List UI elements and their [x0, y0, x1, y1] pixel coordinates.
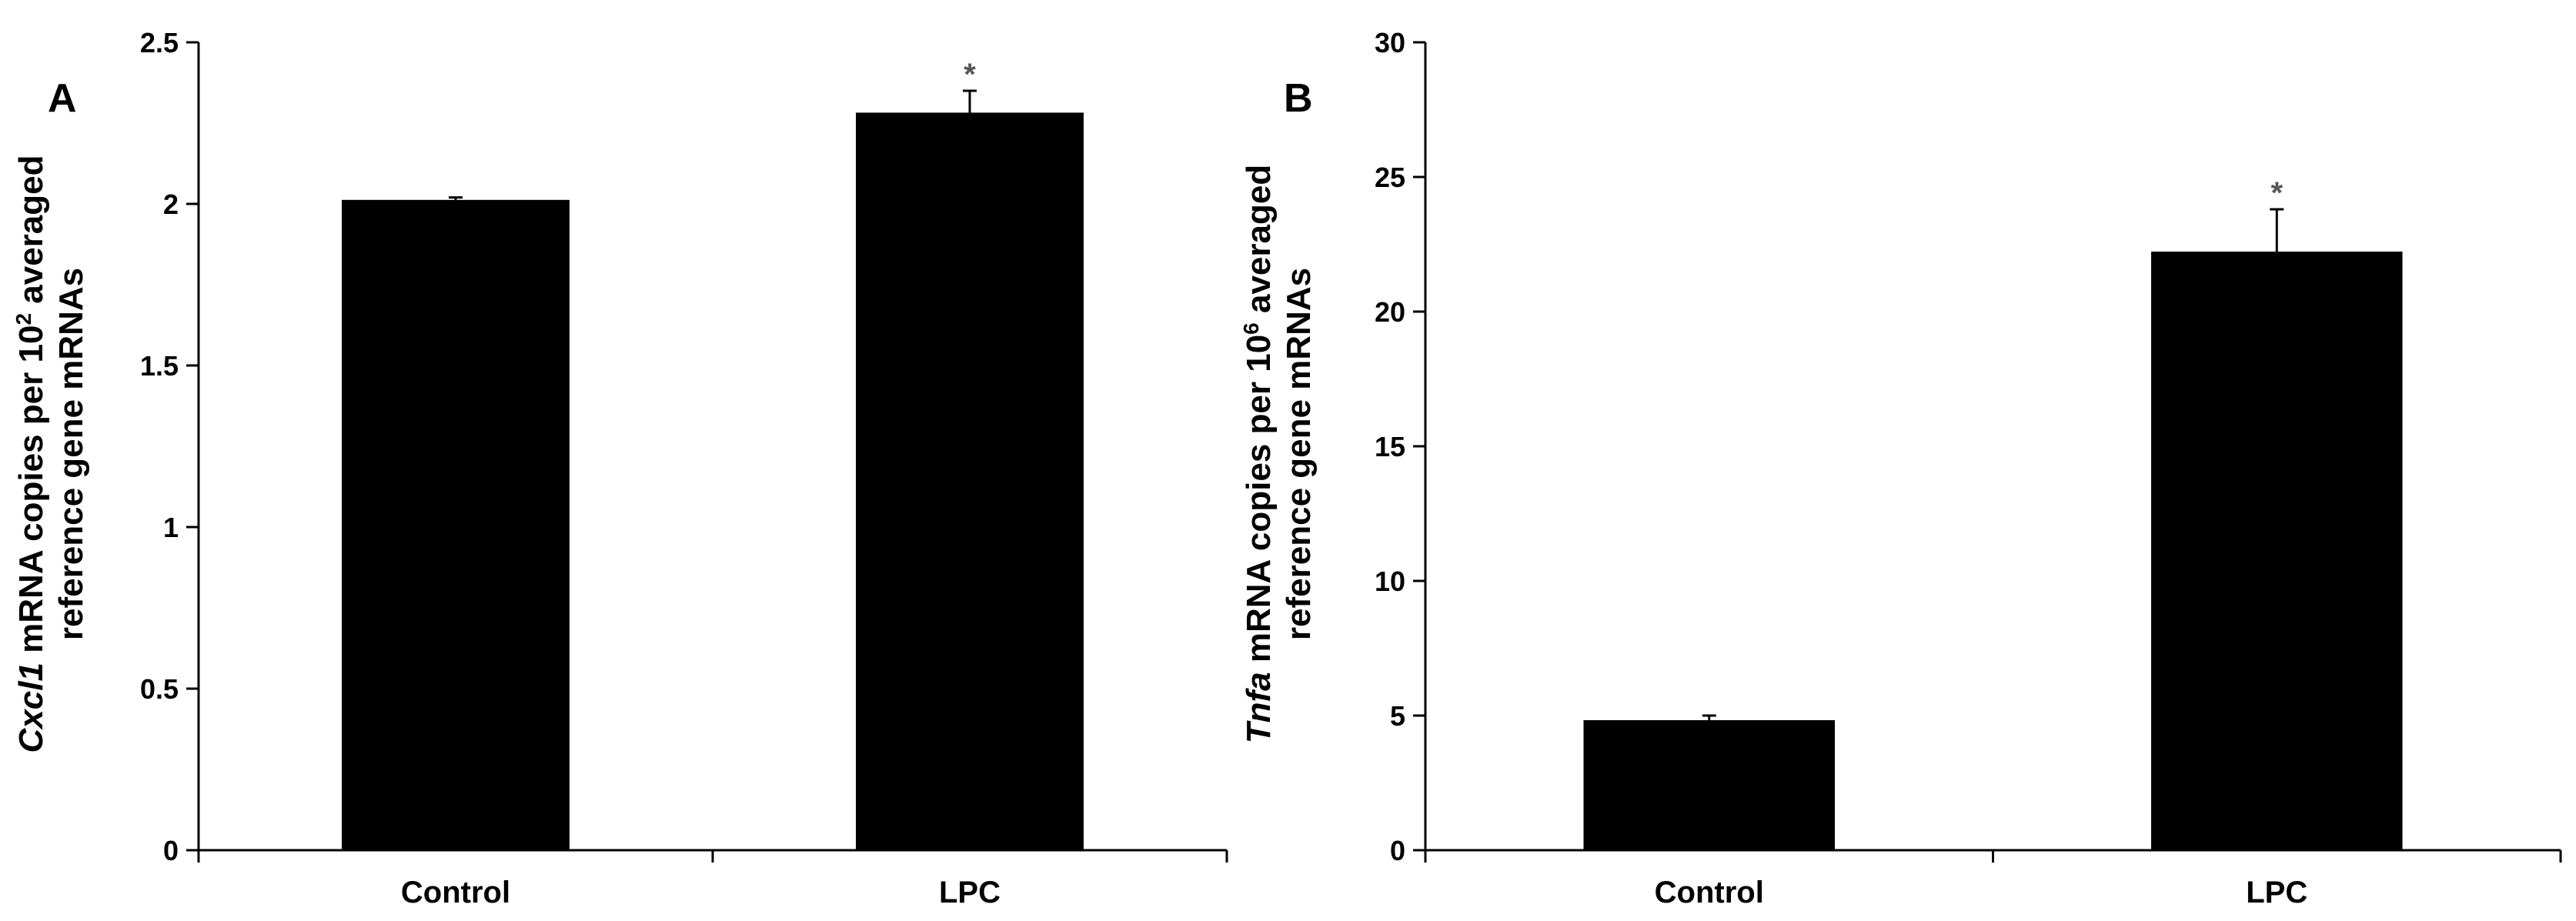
panel-b-y-label-text: mRNA copies per 10	[1240, 335, 1278, 672]
panel-a-y-label-line1: Cxcl1 mRNA copies per 102 averaged	[12, 155, 51, 753]
panel-a-category-label: Control	[401, 876, 510, 909]
panel-b-y-axis-label: Tnfa mRNA copies per 106 averagedreferen…	[1239, 165, 1318, 743]
panel-a-significance-marker: *	[964, 58, 976, 92]
panel-b-category-label: LPC	[2246, 876, 2307, 909]
panel-b-y-label-end: averaged	[1240, 165, 1278, 322]
panel-b-y-label-line2: reference gene mRNAs	[1280, 268, 1318, 640]
panel-b-bar-control	[1583, 720, 1835, 851]
panel-a-bar-lpc	[856, 112, 1084, 851]
panel-a-y-tick-label: 2.5	[140, 27, 179, 58]
panel-b-y-tick-label: 15	[1375, 431, 1405, 462]
panel-b-y-tick-label: 10	[1375, 566, 1405, 597]
panel-b-significance-marker: *	[2270, 176, 2283, 210]
panel-a-category-label: LPC	[939, 876, 1001, 909]
panel-a-y-axis-label: Cxcl1 mRNA copies per 102 averagedrefere…	[12, 155, 91, 753]
panel-b-chart: 0 5 10 15 20 25 30 Control LPC * B Tnfa mRNA copies…	[1239, 27, 2562, 909]
panel-b-panel-label: B	[1284, 76, 1313, 121]
panel-a-bar-control	[342, 199, 570, 851]
panel-b-y-label-line1: Tnfa mRNA copies per 106 averaged	[1239, 165, 1278, 743]
panel-a-y-label-end: averaged	[12, 155, 50, 313]
panel-a-panel-label: A	[48, 76, 77, 121]
panel-b-y-tick-label: 25	[1375, 162, 1405, 193]
panel-a-y-tick-label: 0.5	[140, 673, 179, 705]
panel-a-y-label-exponent: 2	[12, 313, 35, 325]
panel-b-y-tick-label: 5	[1390, 700, 1405, 732]
panel-b-y-label-exponent: 6	[1239, 322, 1263, 335]
panel-a-y-label-gene: Cxcl1	[12, 662, 50, 752]
panel-b-bar-lpc	[2151, 252, 2403, 851]
panel-b-category-label: Control	[1655, 876, 1764, 909]
panel-a-y-tick-label: 0	[163, 835, 179, 866]
panel-a-y-tick-label: 1.5	[140, 350, 179, 382]
panel-a-y-label-line2: reference gene mRNAs	[52, 268, 90, 640]
panel-a-chart: 0 0.5 1 1.5 2 2.5 Control LPC * A Cxcl1 mRNA copie…	[12, 27, 1228, 909]
panel-a-y-tick-label: 2	[163, 189, 179, 220]
panel-b-y-tick-label: 0	[1390, 835, 1405, 866]
panel-a-y-label-text: mRNA copies per 10	[12, 325, 50, 663]
panel-b-y-tick-label: 30	[1375, 27, 1405, 58]
panel-b-y-label-gene: Tnfa	[1240, 672, 1278, 743]
panel-b-y-tick-label: 20	[1375, 296, 1405, 328]
panel-a-y-tick-label: 1	[163, 512, 179, 543]
